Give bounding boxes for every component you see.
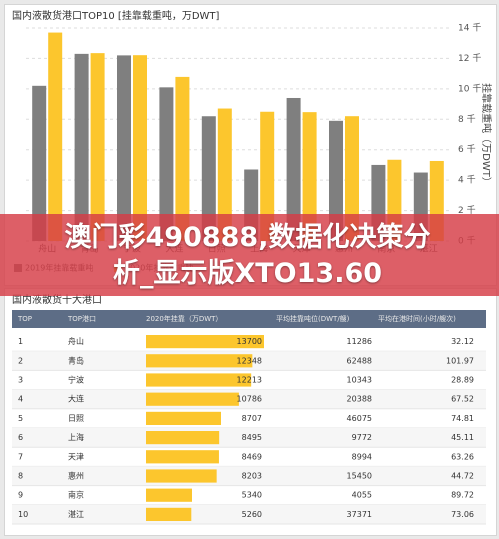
table-bar [146, 431, 220, 445]
bar [133, 55, 147, 241]
cell: 6 [18, 433, 23, 442]
y-tick-label: 10 千 [458, 83, 481, 94]
cell: 46075 [347, 414, 372, 423]
cell: 上海 [68, 432, 84, 442]
cell: 湛江 [68, 510, 84, 519]
cell: 天津 [68, 451, 84, 461]
cell: 5260 [242, 510, 262, 519]
cell: 8994 [352, 452, 372, 461]
bar [201, 116, 216, 241]
cell: 28.89 [451, 376, 474, 385]
table-bar [146, 354, 253, 368]
table-bar [146, 507, 192, 521]
cell: 12213 [237, 376, 262, 385]
cell: 37371 [347, 510, 372, 519]
bar [302, 112, 317, 242]
cell: 7 [18, 452, 23, 461]
bar [260, 111, 275, 242]
cell: 8495 [242, 433, 262, 442]
row-stripe [12, 504, 486, 524]
table-bar [146, 411, 221, 425]
column-header: TOP港口 [67, 314, 96, 323]
cell: 32.12 [451, 337, 474, 346]
cell: 11286 [347, 337, 372, 346]
cell: 45.11 [451, 433, 474, 442]
cell: 10786 [237, 395, 262, 404]
cell: 15450 [347, 472, 372, 481]
cell: 舟山 [68, 336, 84, 346]
bar [159, 87, 174, 241]
table-title: 国内液散货十大港口 [12, 293, 102, 306]
cell: 5340 [242, 491, 262, 500]
banner-text: 澳门彩490888,数据化决策分析_显示版XTO13.60 [64, 222, 431, 289]
table-bar [146, 392, 239, 406]
cell: 日照 [68, 414, 84, 423]
cell: 9772 [352, 433, 372, 442]
row-stripe [12, 466, 486, 486]
bar [117, 55, 131, 242]
bar [90, 53, 105, 241]
cell: 惠州 [68, 471, 84, 481]
table-bar [146, 450, 219, 464]
cell: 1 [18, 337, 23, 346]
table-panel [4, 288, 497, 536]
row-stripe [12, 428, 486, 448]
bar [32, 85, 47, 241]
cell: 2 [18, 356, 23, 365]
cell: 4 [18, 395, 23, 404]
table-bar [146, 488, 192, 502]
cell: 4055 [352, 491, 372, 500]
y-tick-label: 14 千 [458, 23, 481, 34]
y-tick-label: 12 千 [458, 53, 481, 64]
cell: 大连 [68, 394, 84, 404]
cell: 10 [18, 510, 28, 519]
bar [74, 53, 89, 241]
cell: 101.97 [446, 356, 474, 365]
cell: 44.72 [451, 472, 474, 481]
column-header: 2020年挂靠（万DWT） [146, 314, 222, 323]
cell: 8203 [242, 472, 262, 481]
cell: 8469 [242, 452, 262, 461]
y-tick-label: 4 千 [458, 175, 476, 186]
cell: 20388 [347, 395, 372, 404]
table-bar [146, 469, 217, 483]
cell: 67.52 [451, 395, 474, 404]
cell: 8 [18, 472, 23, 481]
cell: 3 [18, 376, 23, 385]
bar [48, 32, 63, 241]
banner [0, 214, 499, 296]
table-bar [146, 373, 252, 387]
cell: 5 [18, 414, 23, 423]
y-tick-label: 8 千 [458, 114, 476, 125]
cell: 9 [18, 491, 23, 500]
y-tick-label: 6 千 [458, 144, 476, 155]
cell: 74.81 [451, 414, 474, 423]
cell: 13700 [237, 337, 262, 346]
cell: 12348 [237, 356, 262, 365]
y-tick-label: 2 千 [458, 205, 476, 216]
row-stripe [12, 389, 486, 409]
cell: 62488 [347, 356, 372, 365]
column-header: TOP [17, 315, 32, 323]
cell: 南京 [68, 490, 84, 500]
cell: 10343 [347, 376, 372, 385]
bar [286, 97, 301, 241]
cell: 青岛 [68, 355, 84, 365]
cell: 宁波 [68, 375, 84, 385]
column-header: 平均在港时间(小时/艘次) [378, 314, 456, 323]
chart-title: 国内液散货港口TOP10 [挂靠载重吨，万DWT] [12, 9, 220, 22]
bar [329, 120, 343, 241]
cell: 73.06 [451, 510, 474, 519]
bar [345, 116, 359, 241]
column-header: 平均挂靠吨位(DWT/艘) [276, 314, 350, 323]
cell: 8707 [242, 414, 262, 423]
cell: 89.72 [451, 491, 474, 500]
y-axis-label: 挂靠载重吨（万DWT） [480, 83, 493, 187]
table-bar [146, 335, 264, 349]
cell: 63.26 [451, 452, 474, 461]
bar [175, 76, 190, 241]
bar [217, 108, 232, 242]
table-header [12, 310, 486, 328]
